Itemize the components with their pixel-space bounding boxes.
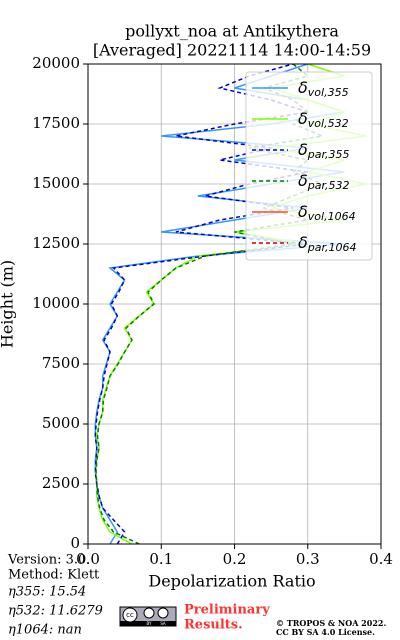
legend-symbol: δ: [298, 202, 308, 221]
info-line: Version: 3.0: [7, 553, 86, 568]
legend-label: δpar,532: [298, 171, 350, 193]
y-tick-label: 2500: [42, 474, 80, 492]
x-tick-label: 0.1: [149, 550, 173, 568]
copyright: © TROPOS & NOA 2022.: [276, 618, 386, 628]
x-tick-label: 0.0: [76, 550, 100, 568]
legend-subscript: par,1064: [307, 241, 357, 254]
legend-subscript: vol,1064: [308, 210, 356, 223]
x-tick-label: 0.3: [296, 550, 320, 568]
copyright: CC BY SA 4.0 License.: [276, 627, 375, 637]
preliminary-note: Results.: [184, 618, 243, 633]
y-tick-label: 20000: [32, 54, 80, 72]
title-line: [Averaged] 20221114 14:00-14:59: [93, 41, 371, 60]
logo-text: cc: [126, 611, 134, 619]
logo-text: BY: [147, 621, 153, 626]
legend-symbol: δ: [298, 78, 308, 97]
legend-subscript: par,355: [307, 148, 350, 161]
license-logo: cc BY SA: [119, 606, 177, 627]
legend-label: δvol,1064: [298, 202, 356, 224]
x-tick-label: 0.2: [223, 550, 247, 568]
y-tick-label: 12500: [32, 234, 80, 252]
x-tick-label: 0.4: [369, 550, 393, 568]
legend-symbol: δ: [298, 171, 308, 190]
logo-text: SA: [160, 621, 166, 626]
info-line: η532: 11.6279: [8, 604, 103, 619]
legend-subscript: vol,355: [308, 86, 349, 99]
y-tick-label: 15000: [32, 174, 80, 192]
x-axis-label: Depolarization Ratio: [148, 572, 315, 591]
legend-subscript: vol,532: [308, 117, 349, 130]
y-axis-label: Height (m): [0, 260, 17, 348]
legend-symbol: δ: [298, 140, 308, 159]
plot-frame: [87, 63, 382, 545]
info-line: η355: 15.54: [8, 585, 86, 600]
legend-subscript: par,532: [307, 179, 350, 192]
y-tick-label: 5000: [42, 414, 80, 432]
legend-symbol: δ: [298, 233, 308, 252]
legend-label: δpar,355: [298, 140, 350, 162]
preliminary-note: Preliminary: [184, 603, 270, 618]
info-line: η1064: nan: [8, 623, 82, 638]
y-tick-label: 17500: [32, 114, 80, 132]
legend-label: δvol,532: [298, 109, 349, 131]
profile-line: [95, 64, 326, 544]
y-tick-label: 0: [70, 534, 80, 552]
y-tick-label: 10000: [32, 294, 80, 312]
y-tick-label: 7500: [42, 354, 80, 372]
legend-label: δvol,355: [298, 78, 349, 100]
legend-label: δpar,1064: [298, 233, 357, 255]
legend-symbol: δ: [298, 109, 308, 128]
title-line: pollyxt_noa at Antikythera: [125, 22, 339, 41]
legend-box: [245, 71, 373, 261]
info-line: Method: Klett: [8, 568, 100, 583]
